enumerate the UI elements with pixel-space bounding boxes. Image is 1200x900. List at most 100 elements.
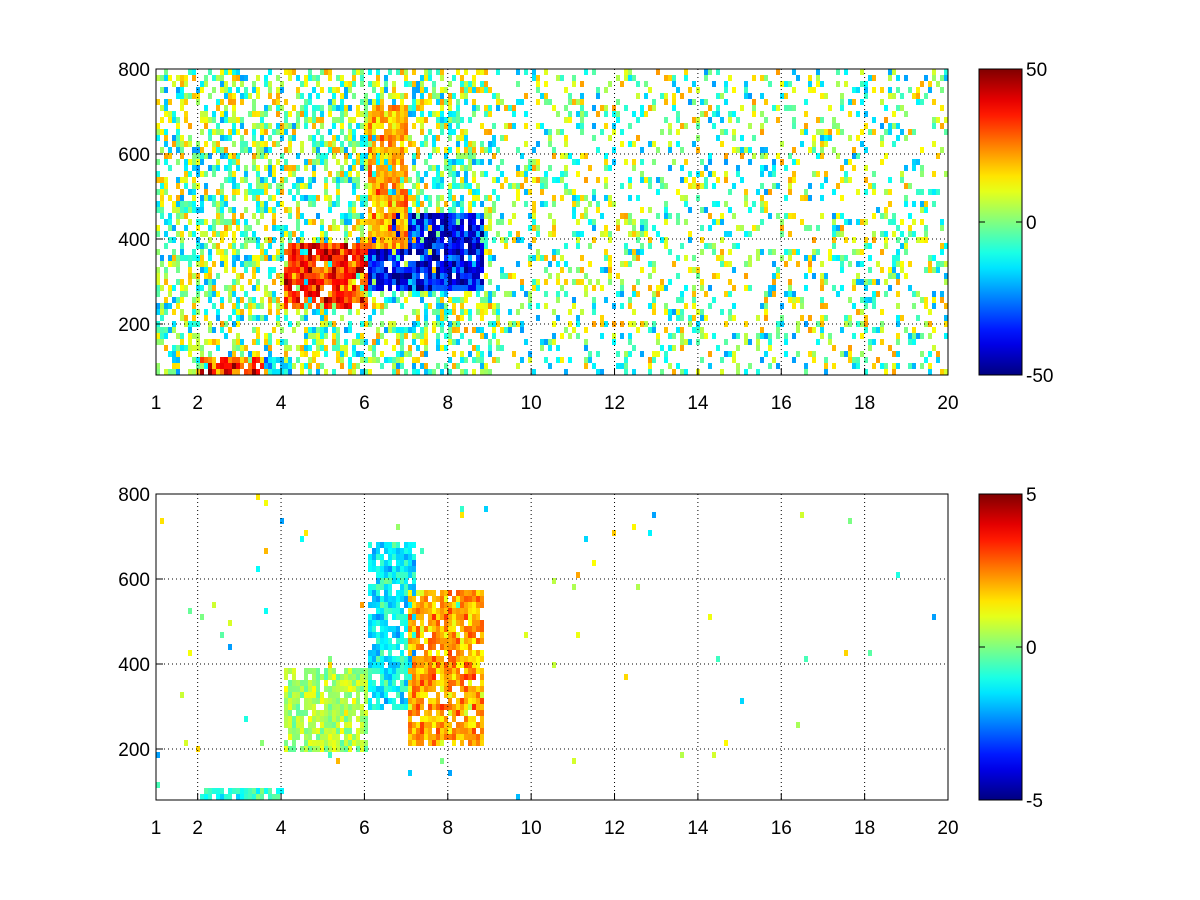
heatmap-cell [476,309,480,315]
heatmap-cell [460,207,464,213]
heatmap-cell [628,195,632,201]
heatmap-cell [288,297,292,303]
heatmap-cell [176,183,180,189]
heatmap-cell [188,333,192,339]
heatmap-cell [288,207,292,213]
heatmap-cell [320,692,324,698]
heatmap-cell [416,195,420,201]
heatmap-cell [808,183,812,189]
heatmap-cell [544,81,548,87]
heatmap-cell [848,261,852,267]
heatmap-cell [636,81,640,87]
heatmap-cell [676,273,680,279]
heatmap-cell [356,237,360,243]
heatmap-cell [328,141,332,147]
heatmap-cell [296,722,300,728]
heatmap-cell [320,153,324,159]
heatmap-cell [400,656,404,662]
heatmap-cell [476,195,480,201]
heatmap-cell [332,93,336,99]
heatmap-cell [640,321,644,327]
heatmap-cell [476,255,480,261]
heatmap-cell [684,69,688,75]
heatmap-cell [456,363,460,369]
heatmap-cell [428,680,432,686]
heatmap-cell [308,716,312,722]
heatmap-cell [384,297,388,303]
heatmap-cell [236,369,240,375]
heatmap-cell [368,345,372,351]
heatmap-cell [420,674,424,680]
heatmap-cell [356,291,360,297]
heatmap-cell [224,357,228,363]
heatmap-cell [440,93,444,99]
heatmap-cell [628,69,632,75]
heatmap-cell [304,279,308,285]
heatmap-cell [312,117,316,123]
heatmap-cell [428,255,432,261]
heatmap-cell [552,333,556,339]
heatmap-cell [360,746,364,752]
heatmap-cell [292,243,296,249]
heatmap-cell [624,357,628,363]
heatmap-cell [304,351,308,357]
heatmap-cell [448,704,452,710]
heatmap-cell [760,123,764,129]
heatmap-cell [480,261,484,267]
heatmap-cell [756,345,760,351]
heatmap-cell [632,111,636,117]
heatmap-cell [456,674,460,680]
heatmap-cell [304,363,308,369]
heatmap-cell [312,291,316,297]
heatmap-cell [444,632,448,638]
heatmap-cell [404,129,408,135]
heatmap-cell [332,141,336,147]
heatmap-cell [292,273,296,279]
heatmap-cell [244,267,248,273]
heatmap-cell [468,632,472,638]
heatmap-cell [344,692,348,698]
heatmap-cell [720,213,724,219]
heatmap-cell [484,195,488,201]
heatmap-cell [412,243,416,249]
heatmap-cell [288,213,292,219]
heatmap-cell [708,225,712,231]
heatmap-cell [384,171,388,177]
heatmap-cell [896,315,900,321]
heatmap-cell [284,147,288,153]
heatmap-cell [528,165,532,171]
heatmap-cell [280,303,284,309]
heatmap-cell [620,129,624,135]
heatmap-cell [380,309,384,315]
heatmap-cell [500,171,504,177]
heatmap-cell [452,716,456,722]
heatmap-cell [400,620,404,626]
heatmap-cell [560,267,564,273]
heatmap-cell [860,333,864,339]
heatmap-cell [372,662,376,668]
heatmap-cell [216,207,220,213]
heatmap-cell [884,237,888,243]
heatmap-cell [672,309,676,315]
heatmap-cell [396,626,400,632]
heatmap-cell [448,129,452,135]
heatmap-cell [252,165,256,171]
heatmap-cell [564,369,568,375]
heatmap-cell [456,255,460,261]
heatmap-cell [844,255,848,261]
heatmap-cell [388,327,392,333]
heatmap-cell [484,147,488,153]
heatmap-cell [184,183,188,189]
heatmap-cell [420,261,424,267]
heatmap-cell [164,333,168,339]
heatmap-cell [224,147,228,153]
heatmap-cell [452,327,456,333]
heatmap-cell [220,195,224,201]
heatmap-cell [892,213,896,219]
heatmap-cell [488,213,492,219]
heatmap-cell [672,81,676,87]
heatmap-cell [324,195,328,201]
heatmap-cell [836,129,840,135]
heatmap-cell [416,273,420,279]
heatmap-cell [728,111,732,117]
